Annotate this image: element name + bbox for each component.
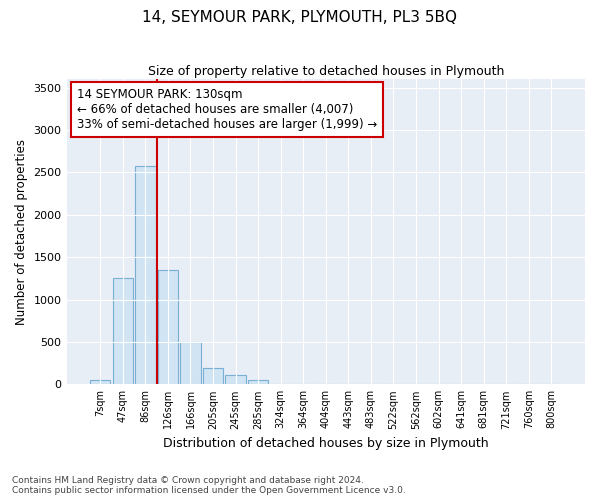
Bar	[248, 380, 268, 384]
Bar	[226, 375, 246, 384]
Bar	[203, 368, 223, 384]
Y-axis label: Number of detached properties: Number of detached properties	[15, 138, 28, 324]
Bar	[135, 166, 155, 384]
X-axis label: Distribution of detached houses by size in Plymouth: Distribution of detached houses by size …	[163, 437, 488, 450]
Text: 14, SEYMOUR PARK, PLYMOUTH, PL3 5BQ: 14, SEYMOUR PARK, PLYMOUTH, PL3 5BQ	[143, 10, 458, 25]
Text: 14 SEYMOUR PARK: 130sqm
← 66% of detached houses are smaller (4,007)
33% of semi: 14 SEYMOUR PARK: 130sqm ← 66% of detache…	[77, 88, 377, 132]
Bar	[181, 342, 200, 384]
Bar	[113, 278, 133, 384]
Text: Contains HM Land Registry data © Crown copyright and database right 2024.
Contai: Contains HM Land Registry data © Crown c…	[12, 476, 406, 495]
Bar	[90, 380, 110, 384]
Title: Size of property relative to detached houses in Plymouth: Size of property relative to detached ho…	[148, 65, 504, 78]
Bar	[158, 270, 178, 384]
